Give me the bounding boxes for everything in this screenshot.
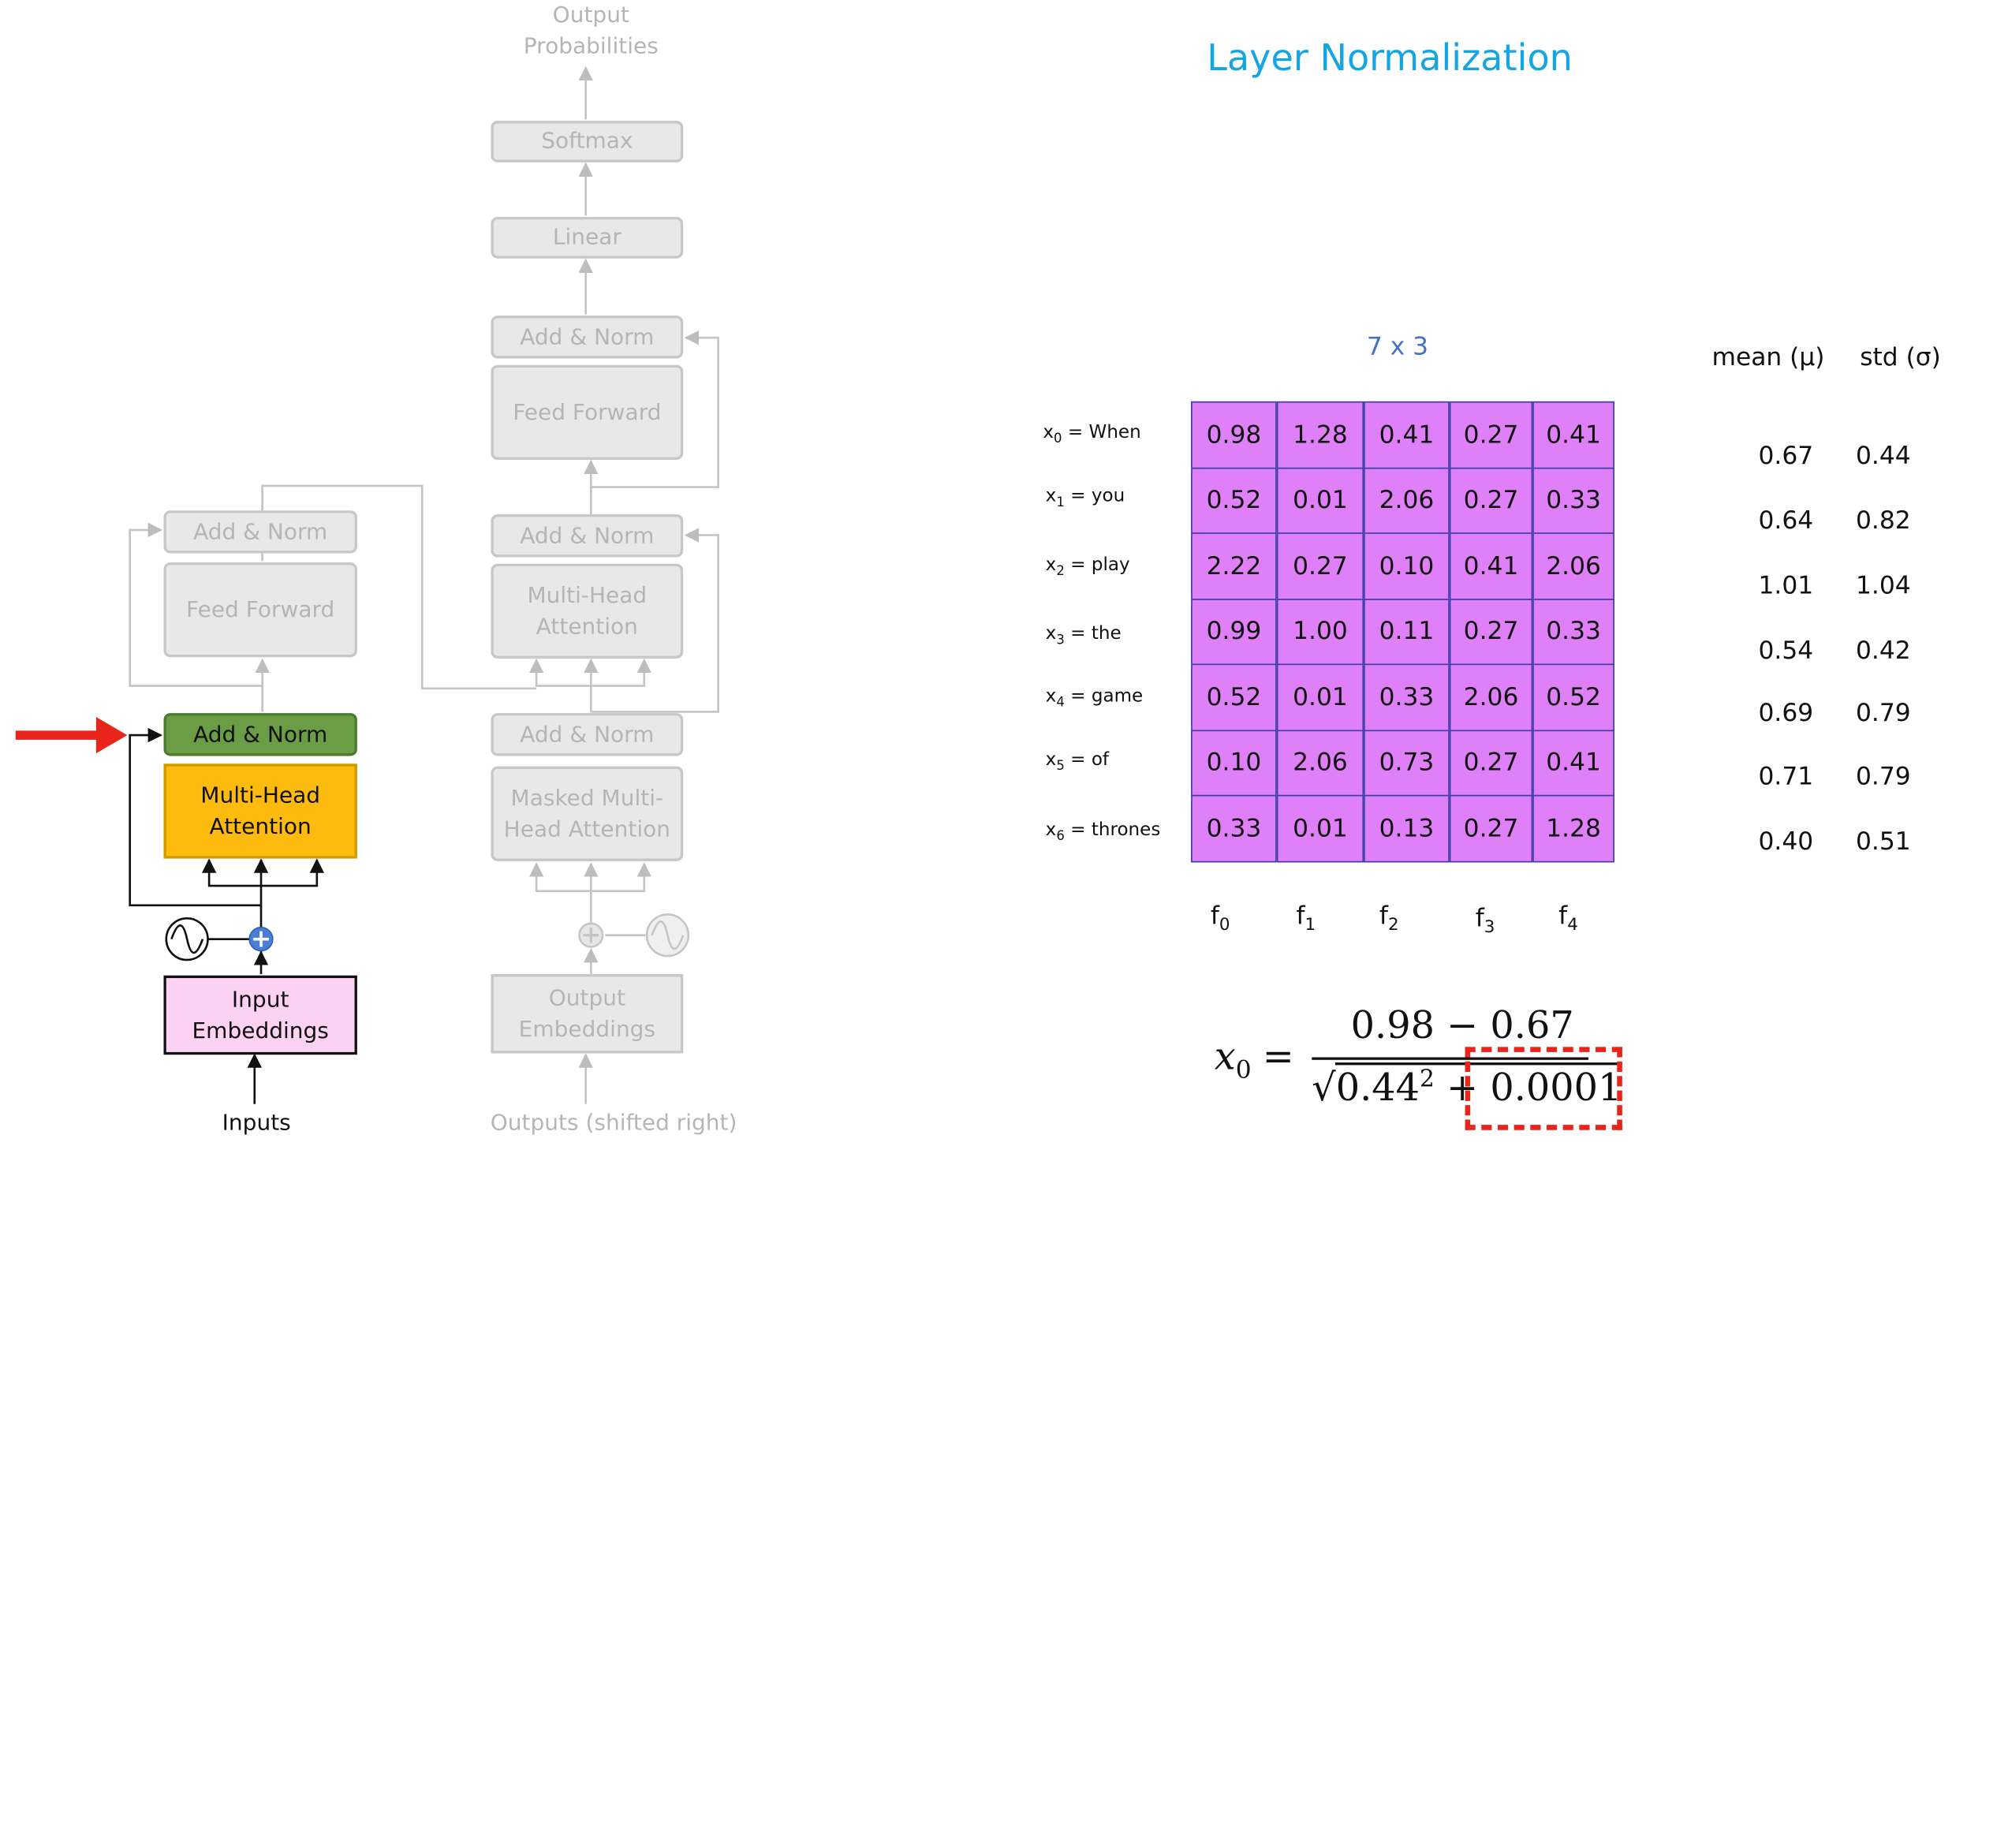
matrix-cell: 1.28 [1532,794,1614,862]
matrix-cell: 2.06 [1449,663,1533,731]
output-probabilities-label: Output Probabilities [523,2,659,60]
linear-box: Linear [491,217,684,259]
row-mean: 0.64 [1758,506,1814,536]
matrix-cell: 0.10 [1364,532,1450,599]
matrix-cell: 0.13 [1364,794,1450,862]
matrix-cell: 2.06 [1276,729,1364,797]
matrix-cell: 2.22 [1191,532,1277,599]
matrix-cell: 0.01 [1276,663,1364,731]
matrix-cell: 1.28 [1276,401,1364,469]
transformer-connector-lines [15,65,719,1104]
matrix-cell: 0.41 [1364,401,1450,469]
decoder-add-norm-bottom: Add & Norm [491,713,684,756]
matrix-cell: 0.27 [1449,598,1533,666]
matrix-cell: 0.27 [1449,794,1533,862]
mean-header: mean (μ) [1711,342,1825,371]
matrix-cell: 2.06 [1532,532,1614,599]
matrix-cell: 0.52 [1191,467,1277,534]
encoder-multi-head-attention: Multi-Head Attention [163,763,357,859]
decoder-masked-attention: Masked Multi- Head Attention [491,766,684,861]
matrix-cell: 0.27 [1449,729,1533,797]
formula-denominator: √0.442 + 0.0001 [1312,1062,1622,1110]
row-std: 0.82 [1856,506,1911,536]
matrix-cell: 0.41 [1532,729,1614,797]
decoder-feed-forward: Feed Forward [491,364,684,460]
matrix-cell: 0.33 [1191,794,1277,862]
epsilon-value: 0.0001 [1490,1065,1622,1110]
matrix-dimension-label: 7 x 3 [1366,332,1429,361]
row-std: 0.44 [1856,441,1911,471]
matrix-cell: 0.99 [1191,598,1277,666]
formula-equals: = [1262,1033,1294,1078]
matrix-cell: 0.33 [1532,467,1614,534]
row-mean: 0.54 [1758,636,1814,666]
row-std: 0.79 [1856,762,1911,791]
matrix-cell: 0.11 [1364,598,1450,666]
inputs-label: Inputs [222,1111,291,1137]
softmax-box: Softmax [491,121,684,162]
matrix-cell: 0.52 [1532,663,1614,731]
row-mean: 0.71 [1758,762,1814,791]
output-embeddings-box: Output Embeddings [491,974,684,1054]
matrix-cell: 0.98 [1191,401,1277,469]
matrix-cell: 0.41 [1532,401,1614,469]
red-pointer-arrow [15,717,128,754]
row-label: x6 = thrones [1045,819,1161,845]
feature-label: f4 [1558,901,1578,935]
matrix-cell: 0.01 [1276,794,1364,862]
encoder-add-norm-active: Add & Norm [163,713,357,756]
feature-label: f3 [1475,904,1495,938]
row-mean: 0.69 [1758,698,1814,728]
encoder-feed-forward: Feed Forward [163,562,357,658]
row-label: x2 = play [1045,554,1130,580]
row-label: x5 = of [1045,749,1110,775]
matrix-cell: 0.27 [1449,467,1533,534]
matrix-cell: 0.01 [1276,467,1364,534]
matrix-cell: 0.41 [1449,532,1533,599]
feature-label: f2 [1379,901,1399,935]
std-header: std (σ) [1860,342,1941,371]
encoder-add-norm-top: Add & Norm [163,510,357,554]
decoder-add-norm-top: Add & Norm [491,315,684,359]
matrix-cell: 0.10 [1191,729,1277,797]
matrix-cell: 2.06 [1364,467,1450,534]
fraction-bar [1312,1057,1589,1060]
row-std: 0.51 [1856,827,1911,857]
formula-lhs: x0 [1214,1033,1252,1085]
feature-label: f1 [1296,901,1316,935]
matrix-cell: 0.73 [1364,729,1450,797]
matrix-cell: 0.33 [1532,598,1614,666]
input-embeddings-box: Input Embeddings [163,975,357,1055]
row-mean: 0.67 [1758,441,1814,471]
row-mean: 0.40 [1758,827,1814,857]
formula-numerator: 0.98 − 0.67 [1350,1002,1574,1047]
row-std: 0.42 [1856,636,1911,666]
feature-label: f0 [1210,901,1230,935]
row-std: 0.79 [1856,698,1911,728]
epsilon-highlight-box [1465,1047,1622,1130]
row-label: x1 = you [1045,485,1125,510]
row-label: x0 = When [1043,422,1141,447]
matrix-cell: 0.33 [1364,663,1450,731]
row-label: x3 = the [1045,623,1122,648]
matrix-cell: 1.00 [1276,598,1364,666]
decoder-add-norm-mid: Add & Norm [491,514,684,558]
matrix-cell: 0.52 [1191,663,1277,731]
page-title: Layer Normalization [1207,36,1573,80]
matrix-cell: 0.27 [1276,532,1364,599]
decoder-multi-head-attention: Multi-Head Attention [491,563,684,659]
row-mean: 1.01 [1758,571,1814,600]
outputs-shifted-label: Outputs (shifted right) [490,1111,737,1137]
row-label: x4 = game [1045,685,1144,711]
matrix-cell: 0.27 [1449,401,1533,469]
row-std: 1.04 [1856,571,1911,600]
